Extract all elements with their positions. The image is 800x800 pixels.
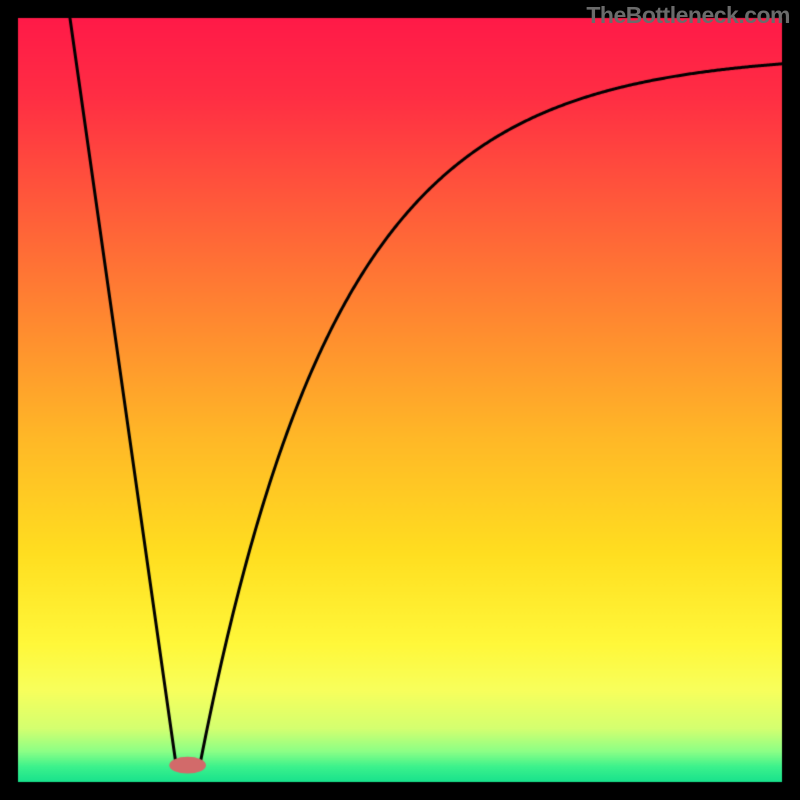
bottleneck-curve-canvas bbox=[0, 0, 800, 800]
chart-container: TheBottleneck.com bbox=[0, 0, 800, 800]
watermark-text: TheBottleneck.com bbox=[586, 2, 790, 29]
